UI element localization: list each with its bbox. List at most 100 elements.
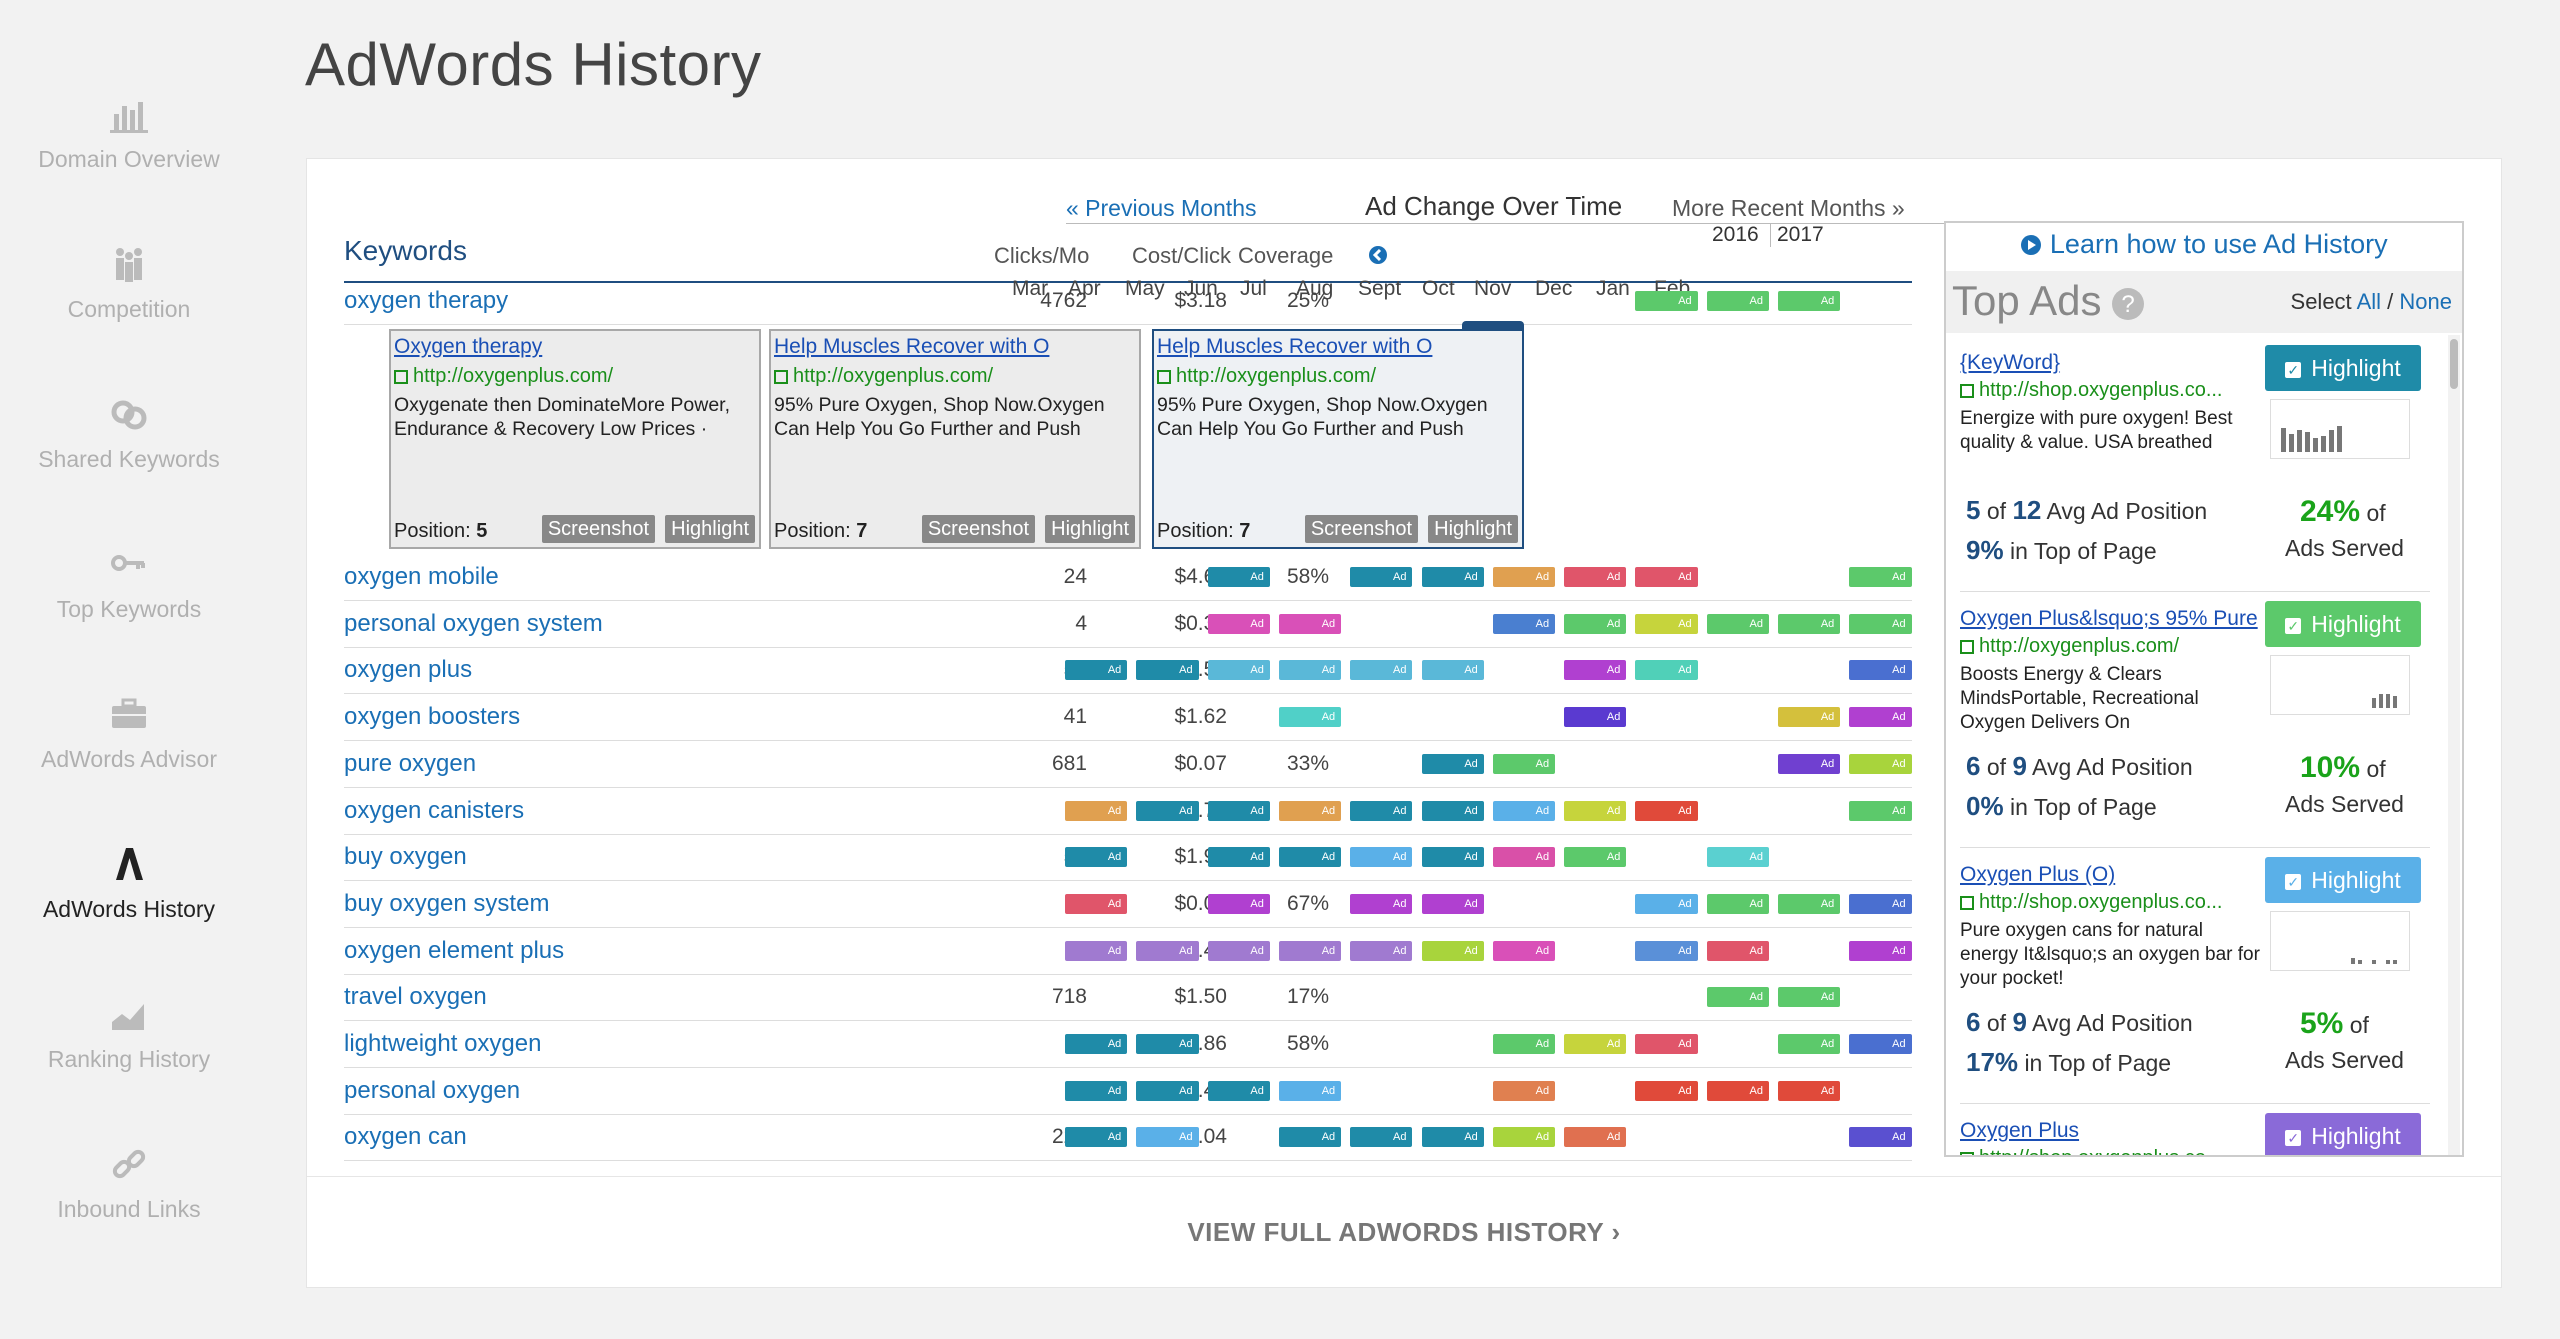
- ad-badge[interactable]: Ad: [1207, 1081, 1270, 1101]
- keyword-link[interactable]: oxygen plus: [344, 656, 473, 683]
- ad-badge[interactable]: Ad: [1849, 1034, 1912, 1054]
- ad-badge[interactable]: Ad: [1564, 1034, 1627, 1054]
- ad-badge[interactable]: Ad: [1635, 1034, 1698, 1054]
- keyword-link[interactable]: oxygen mobile: [344, 563, 499, 590]
- highlight-toggle[interactable]: ✓ Highlight: [2265, 345, 2421, 391]
- ad-badge[interactable]: Ad: [1778, 754, 1841, 774]
- select-all-link[interactable]: All: [2356, 289, 2382, 314]
- ad-badge[interactable]: Ad: [1350, 660, 1413, 680]
- ad-badge[interactable]: Ad: [1136, 941, 1199, 961]
- ad-badge[interactable]: Ad: [1635, 941, 1698, 961]
- ad-badge[interactable]: Ad: [1778, 894, 1841, 914]
- nav-top-keywords[interactable]: Top Keywords: [0, 542, 258, 623]
- ad-badge[interactable]: Ad: [1278, 660, 1342, 680]
- highlight-button[interactable]: Highlight: [665, 515, 755, 543]
- previous-months-link[interactable]: « Previous Months: [1066, 195, 1257, 221]
- ad-badge[interactable]: Ad: [1492, 1081, 1556, 1101]
- ad-badge[interactable]: Ad: [1207, 660, 1270, 680]
- ad-badge[interactable]: Ad: [1136, 801, 1199, 821]
- ad-badge[interactable]: Ad: [1492, 567, 1556, 587]
- keyword-link[interactable]: lightweight oxygen: [344, 1030, 542, 1057]
- ad-badge[interactable]: Ad: [1207, 847, 1270, 867]
- ad-badge[interactable]: Ad: [1065, 801, 1128, 821]
- ad-badge[interactable]: Ad: [1421, 801, 1484, 821]
- ad-badge[interactable]: Ad: [1706, 614, 1769, 634]
- ad-badge[interactable]: Ad: [1136, 1034, 1199, 1054]
- top-ad-url[interactable]: http://shop.oxygenplus.co...: [1960, 1147, 2260, 1155]
- ad-badge[interactable]: Ad: [1278, 847, 1342, 867]
- keyword-link[interactable]: travel oxygen: [344, 983, 487, 1010]
- ad-badge[interactable]: Ad: [1492, 1127, 1556, 1147]
- ad-badge[interactable]: Ad: [1849, 1127, 1912, 1147]
- ad-badge[interactable]: Ad: [1421, 567, 1484, 587]
- ad-badge[interactable]: Ad: [1421, 660, 1484, 680]
- ad-badge[interactable]: Ad: [1278, 614, 1342, 634]
- ad-badge[interactable]: Ad: [1564, 567, 1627, 587]
- collapse-arrow-icon[interactable]: [1368, 245, 1388, 265]
- ad-badge[interactable]: Ad: [1421, 847, 1484, 867]
- keyword-link[interactable]: oxygen can: [344, 1123, 467, 1150]
- ad-badge[interactable]: Ad: [1136, 1127, 1199, 1147]
- ad-badge[interactable]: Ad: [1849, 614, 1912, 634]
- ad-badge[interactable]: Ad: [1492, 1034, 1556, 1054]
- ad-badge[interactable]: Ad: [1778, 291, 1841, 311]
- top-ad-url[interactable]: http://oxygenplus.com/: [1960, 635, 2260, 658]
- ad-badge[interactable]: Ad: [1065, 941, 1128, 961]
- keyword-link[interactable]: oxygen therapy: [344, 287, 509, 314]
- clicks-header[interactable]: Clicks/Mo: [994, 243, 1090, 268]
- ad-badge[interactable]: Ad: [1278, 1081, 1342, 1101]
- ad-preview-url[interactable]: http://oxygenplus.com/: [1157, 365, 1376, 388]
- keyword-link[interactable]: personal oxygen system: [344, 610, 603, 637]
- cost-header[interactable]: Cost/Click: [1132, 243, 1232, 268]
- screenshot-button[interactable]: Screenshot: [541, 515, 655, 543]
- highlight-button[interactable]: Highlight: [1045, 515, 1135, 543]
- ad-badge[interactable]: Ad: [1421, 1127, 1484, 1147]
- keyword-link[interactable]: personal oxygen: [344, 1077, 521, 1104]
- ad-badge[interactable]: Ad: [1065, 1127, 1128, 1147]
- top-ad-url[interactable]: http://shop.oxygenplus.co...: [1960, 379, 2260, 402]
- ad-badge[interactable]: Ad: [1564, 707, 1627, 727]
- ad-badge[interactable]: Ad: [1706, 1081, 1769, 1101]
- top-ad-title[interactable]: Oxygen Plus (O): [1960, 863, 2116, 886]
- help-icon[interactable]: ?: [2111, 287, 2145, 321]
- top-ad-title[interactable]: {KeyWord}: [1960, 351, 2061, 374]
- ad-preview-title[interactable]: Help Muscles Recover with O: [1157, 335, 1433, 358]
- ad-badge[interactable]: Ad: [1207, 941, 1270, 961]
- ad-badge[interactable]: Ad: [1421, 754, 1484, 774]
- ad-badge[interactable]: Ad: [1492, 941, 1556, 961]
- ad-badge[interactable]: Ad: [1136, 660, 1199, 680]
- ad-badge[interactable]: Ad: [1065, 1081, 1128, 1101]
- ad-badge[interactable]: Ad: [1849, 754, 1912, 774]
- ad-badge[interactable]: Ad: [1564, 801, 1627, 821]
- ad-badge[interactable]: Ad: [1706, 291, 1769, 311]
- ad-badge[interactable]: Ad: [1065, 894, 1128, 914]
- ad-badge[interactable]: Ad: [1207, 801, 1270, 821]
- ad-badge[interactable]: Ad: [1849, 660, 1912, 680]
- ad-badge[interactable]: Ad: [1564, 847, 1627, 867]
- more-recent-months-link[interactable]: More Recent Months »: [1672, 195, 1905, 221]
- keyword-link[interactable]: buy oxygen system: [344, 890, 550, 917]
- keyword-link[interactable]: buy oxygen: [344, 843, 467, 870]
- ad-badge[interactable]: Ad: [1207, 894, 1270, 914]
- nav-inbound-links[interactable]: Inbound Links: [0, 1142, 258, 1223]
- ad-badge[interactable]: Ad: [1278, 1127, 1342, 1147]
- ad-badge[interactable]: Ad: [1706, 894, 1769, 914]
- ad-badge[interactable]: Ad: [1564, 614, 1627, 634]
- ad-badge[interactable]: Ad: [1350, 567, 1413, 587]
- nav-adwords-advisor[interactable]: AdWords Advisor: [0, 692, 258, 773]
- top-ad-title[interactable]: Oxygen Plus&lsquo;s 95% Pure: [1960, 607, 2258, 630]
- ad-badge[interactable]: Ad: [1706, 847, 1769, 867]
- ad-badge[interactable]: Ad: [1778, 1081, 1841, 1101]
- keyword-link[interactable]: oxygen boosters: [344, 703, 521, 730]
- ad-badge[interactable]: Ad: [1849, 707, 1912, 727]
- ad-preview-title[interactable]: Help Muscles Recover with O: [774, 335, 1050, 358]
- keyword-link[interactable]: oxygen canisters: [344, 797, 525, 824]
- ad-badge[interactable]: Ad: [1849, 941, 1912, 961]
- highlight-toggle[interactable]: ✓ Highlight: [2265, 857, 2421, 903]
- keyword-link[interactable]: pure oxygen: [344, 750, 477, 777]
- ad-badge[interactable]: Ad: [1350, 1127, 1413, 1147]
- learn-link[interactable]: Learn how to use Ad History: [1946, 229, 2462, 260]
- ad-preview-url[interactable]: http://oxygenplus.com/: [774, 365, 993, 388]
- top-ad-url[interactable]: http://shop.oxygenplus.co...: [1960, 891, 2260, 914]
- ad-badge[interactable]: Ad: [1635, 567, 1698, 587]
